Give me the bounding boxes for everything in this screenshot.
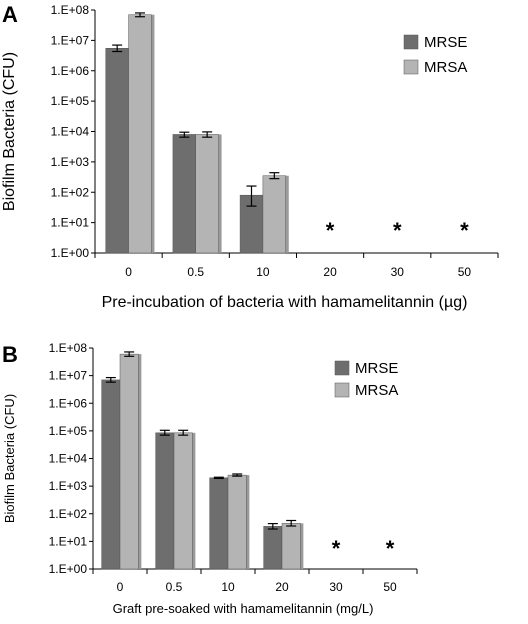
panel-b-y-axis-label: Biofilm Bacteria (CFU) [2, 394, 17, 523]
panel-a-bar-mrsa [128, 14, 152, 254]
panel-a-legend-label-mrse: MRSE [424, 34, 467, 51]
panel-a-legend-swatch-mrse [403, 34, 419, 50]
panel-a-y-axis-label: Biofilm Bacteria (CFU) [1, 52, 18, 211]
panel-a-error-bar [269, 172, 280, 180]
panel-a-significance-star: * [393, 218, 402, 243]
panel-b-error-bar [159, 429, 170, 436]
panel-b-legend-swatch-mrse [334, 360, 350, 376]
panel-a-y-tick-label: 1.E+08 [51, 3, 90, 17]
panel-a-y-tick-label: 1.E+00 [51, 246, 90, 260]
panel-a-error-bar [135, 12, 146, 18]
panel-b-error-bar [286, 519, 297, 527]
panel-a-x-tick-label: 30 [391, 265, 405, 279]
panel-a-y-tick-label: 1.E+03 [51, 155, 90, 169]
panel-a-error-bar [202, 131, 213, 138]
panel-b-x-tick-label: 0 [117, 580, 124, 594]
panel-a-y-tick-label: 1.E+06 [51, 64, 90, 78]
panel-b-error-bar [213, 476, 224, 480]
panel-b-x-tick-label: 20 [275, 580, 289, 594]
panel-b-significance-star: * [386, 536, 395, 561]
panel-b-x-tick-label: 50 [383, 580, 397, 594]
panel-a-y-tick-label: 1.E+02 [51, 185, 90, 199]
panel-b-letter: B [2, 342, 18, 367]
panel-a-x-tick-label: 50 [458, 265, 472, 279]
panel-b-y-tick-label: 1.E+06 [49, 396, 88, 410]
panel-a: A 1.E+001.E+011.E+021.E+031.E+041.E+051.… [1, 2, 499, 311]
panel-a-y-tick-label: 1.E+04 [51, 125, 90, 139]
panel-b-error-bar [105, 376, 116, 383]
panel-b-bar-mrsa [227, 474, 247, 570]
panel-b-y-tick-label: 1.E+04 [49, 452, 88, 466]
panel-b-error-bar [124, 351, 135, 357]
panel-b-legend-label-mrsa: MRSA [355, 382, 398, 399]
panel-a-x-tick-label: 10 [256, 265, 270, 279]
panel-a-y-tick-label: 1.E+07 [51, 33, 90, 47]
panel-b-error-bar [178, 429, 189, 436]
panel-a-bar-mrse [105, 48, 129, 254]
panel-b-x-axis-label: Graft pre-soaked with hamamelitannin (mg… [113, 601, 374, 616]
panel-b-x-tick-label: 10 [221, 580, 235, 594]
panel-b-bar-mrse [101, 379, 121, 570]
panel-a-letter: A [2, 2, 18, 27]
panel-b-x-tick-label: 0.5 [166, 580, 183, 594]
panel-a-error-bar [179, 131, 190, 138]
panel-a-y-tick-label: 1.E+05 [51, 94, 90, 108]
panel-b-y-tick-label: 1.E+07 [49, 369, 88, 383]
panel-a-x-tick-label: 20 [323, 265, 337, 279]
panel-a-legend-label-mrsa: MRSA [424, 59, 467, 76]
panel-a-x-axis-label: Pre-incubation of bacteria with hamameli… [102, 294, 468, 311]
panel-b-error-bar [232, 473, 243, 477]
panel-b-bar-mrse [155, 432, 175, 570]
panel-b-bar-mrse [263, 526, 283, 570]
panel-a-bar-mrsa [262, 175, 287, 254]
panel-b-y-tick-label: 1.E+03 [49, 479, 88, 493]
panel-a-error-bar [246, 185, 257, 207]
panel-b-x-tick-label: 30 [329, 580, 343, 594]
panel-a-significance-star: * [326, 218, 335, 243]
panel-b-y-tick-label: 1.E+01 [49, 534, 88, 548]
panel-b: B 1.E+001.E+011.E+021.E+031.E+041.E+051.… [2, 341, 418, 616]
panel-b-y-tick-label: 1.E+00 [49, 562, 88, 576]
panel-b-bar-mrse [209, 477, 229, 570]
panel-b-bar-mrsa [281, 523, 301, 570]
panel-b-legend-label-mrse: MRSE [355, 360, 398, 377]
panel-b-y-tick-label: 1.E+05 [49, 424, 88, 438]
panel-b-bar-mrsa [173, 432, 193, 570]
panel-b-y-tick-label: 1.E+08 [49, 341, 88, 355]
panel-a-y-tick-label: 1.E+01 [51, 216, 90, 230]
panel-b-plot-area: 1.E+00 1.E+01 1.E+02 1.E+03 1.E+04 1.E+05 1.E+… [2, 341, 418, 616]
panel-a-bar-mrse [172, 134, 196, 254]
panel-a-x-tick-label: 0.5 [187, 265, 204, 279]
panel-b-legend-swatch-mrsa [334, 382, 350, 398]
panel-a-legend-swatch-mrsa [403, 59, 419, 75]
panel-a-x-tick-label: 0 [125, 265, 132, 279]
panel-a-plot-area: 1.E+00 1.E+01 1.E+02 1.E+03 1.E+04 1.E+05 1.E+… [1, 3, 499, 311]
panel-b-bar-mrsa [119, 353, 139, 570]
panel-a-significance-star: * [460, 218, 469, 243]
panel-a-bar-mrsa [195, 134, 219, 254]
panel-b-error-bar [267, 522, 278, 530]
panel-b-y-tick-label: 1.E+02 [49, 507, 88, 521]
panel-a-error-bar [112, 44, 123, 53]
panel-b-significance-star: * [332, 536, 341, 561]
